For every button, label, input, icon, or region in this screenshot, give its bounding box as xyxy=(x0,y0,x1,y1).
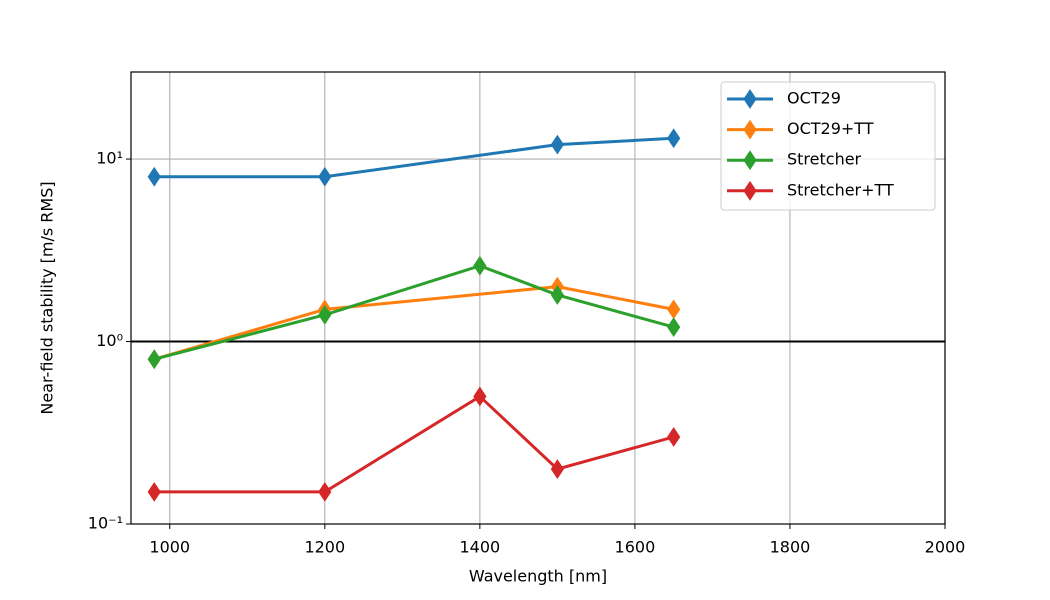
x-axis-label: Wavelength [nm] xyxy=(469,567,607,586)
marker xyxy=(667,128,681,149)
x-tick-label: 1200 xyxy=(304,538,345,557)
marker xyxy=(550,285,564,305)
marker xyxy=(667,317,681,337)
marker xyxy=(550,134,564,155)
x-tick-label: 1800 xyxy=(770,538,811,557)
legend-label: OCT29+TT xyxy=(787,119,874,138)
marker xyxy=(318,481,332,502)
x-tick-label: 1400 xyxy=(459,538,500,557)
marker xyxy=(550,459,564,479)
marker xyxy=(667,299,681,320)
marker xyxy=(667,427,681,447)
x-tick-label: 2000 xyxy=(925,538,966,557)
series-line xyxy=(153,264,675,361)
legend-label: OCT29 xyxy=(787,89,841,108)
legend-label: Stretcher+TT xyxy=(787,180,894,199)
marker xyxy=(147,166,161,187)
marker xyxy=(473,386,487,407)
x-tick-label: 1000 xyxy=(149,538,190,557)
legend-marker xyxy=(743,119,757,140)
legend-box xyxy=(720,81,936,211)
series-line xyxy=(153,285,674,361)
marker xyxy=(318,166,332,187)
y-tick-label: 10⁰ xyxy=(96,331,123,350)
series-line xyxy=(154,136,674,179)
marker xyxy=(147,349,161,370)
x-tick-label: 1600 xyxy=(615,538,656,557)
legend-marker xyxy=(743,150,757,171)
legend-marker xyxy=(743,180,757,201)
plot-frame xyxy=(130,71,946,525)
y-tick-label: 10¹ xyxy=(96,149,123,168)
marker xyxy=(473,255,487,276)
y-tick-label: 10⁻¹ xyxy=(88,514,123,533)
y-axis-label: Near-field stability [m/s RMS] xyxy=(38,181,57,414)
marker xyxy=(318,304,332,325)
marker xyxy=(147,481,161,502)
series-line xyxy=(154,394,675,494)
legend-label: Stretcher xyxy=(787,150,862,169)
legend-marker xyxy=(743,89,757,109)
